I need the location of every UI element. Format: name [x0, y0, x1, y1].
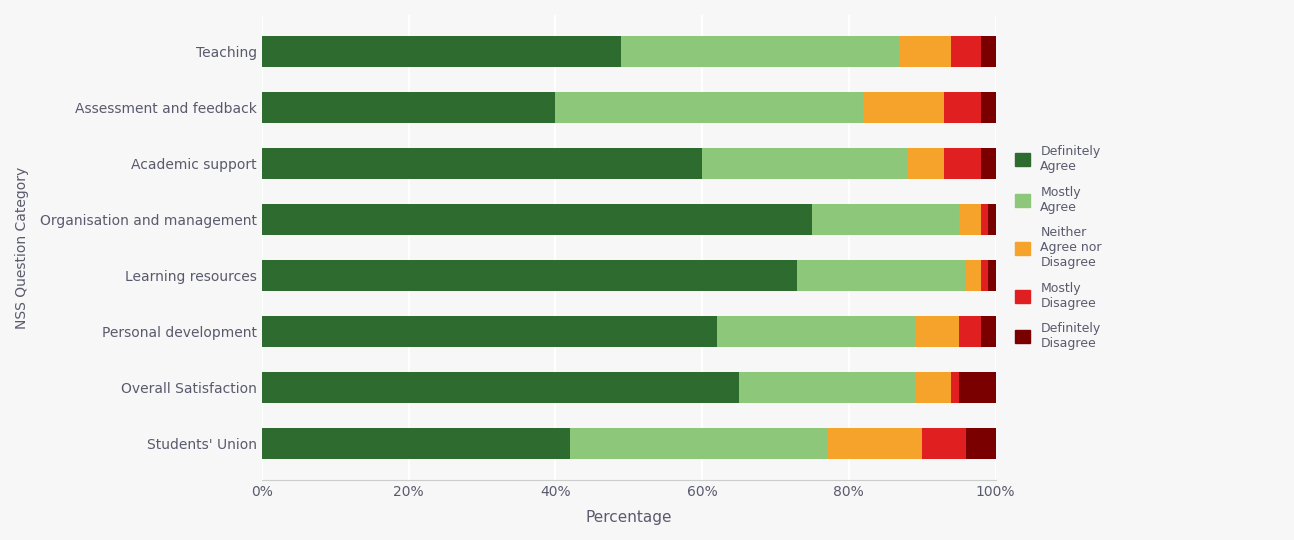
Bar	[989, 260, 995, 291]
Bar	[907, 148, 945, 179]
Bar	[797, 260, 967, 291]
Bar	[813, 204, 959, 235]
Y-axis label: NSS Question Category: NSS Question Category	[16, 166, 28, 329]
Bar	[571, 428, 827, 459]
Bar	[989, 204, 995, 235]
Bar	[981, 260, 989, 291]
Bar	[555, 92, 863, 123]
Bar	[261, 260, 797, 291]
Bar	[967, 428, 995, 459]
Bar	[945, 92, 981, 123]
Bar	[261, 372, 739, 403]
Bar	[981, 204, 989, 235]
Bar	[951, 36, 981, 67]
Bar	[959, 316, 981, 347]
Bar	[621, 36, 901, 67]
Bar	[739, 372, 915, 403]
Bar	[261, 204, 813, 235]
Bar	[923, 428, 967, 459]
X-axis label: Percentage: Percentage	[585, 510, 672, 525]
Bar	[863, 92, 945, 123]
Bar	[717, 316, 915, 347]
Bar	[901, 36, 951, 67]
Bar	[959, 204, 981, 235]
Bar	[981, 316, 995, 347]
Legend: Definitely
Agree, Mostly
Agree, Neither
Agree nor
Disagree, Mostly
Disagree, Def: Definitely Agree, Mostly Agree, Neither …	[1009, 139, 1108, 356]
Bar	[915, 372, 951, 403]
Bar	[261, 428, 571, 459]
Bar	[915, 316, 959, 347]
Bar	[261, 148, 703, 179]
Bar	[261, 316, 717, 347]
Bar	[981, 148, 995, 179]
Bar	[981, 36, 995, 67]
Bar	[967, 260, 981, 291]
Bar	[951, 372, 959, 403]
Bar	[981, 92, 995, 123]
Bar	[261, 92, 555, 123]
Bar	[703, 148, 907, 179]
Bar	[261, 36, 621, 67]
Bar	[827, 428, 923, 459]
Bar	[945, 148, 981, 179]
Bar	[959, 372, 995, 403]
